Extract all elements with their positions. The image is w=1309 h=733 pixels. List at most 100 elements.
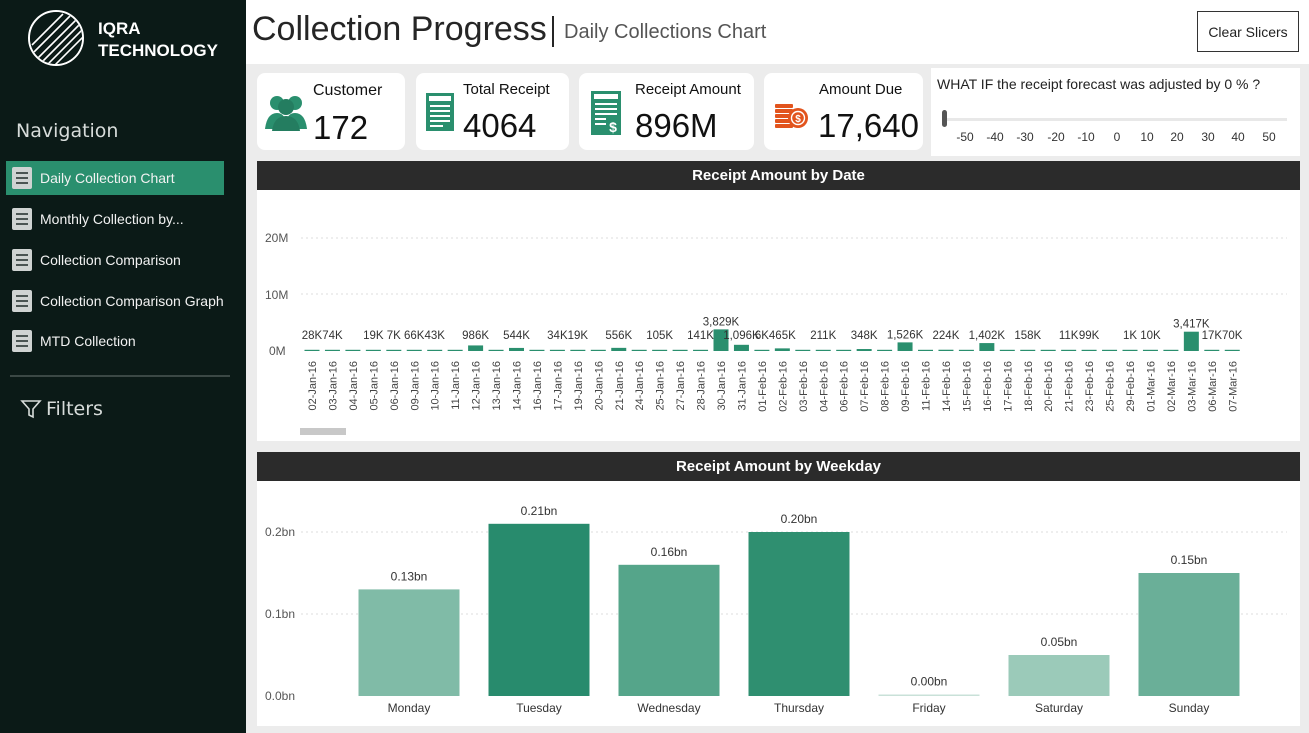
data-label: 0.05bn	[1041, 635, 1078, 649]
date-bar[interactable]	[999, 349, 1015, 351]
date-bar[interactable]	[836, 349, 852, 351]
date-bar[interactable]	[1142, 349, 1158, 351]
data-label: 0.16bn	[651, 545, 688, 559]
date-bar[interactable]	[1122, 349, 1138, 351]
date-bar[interactable]	[304, 349, 320, 351]
nav-item-label: Daily Collection Chart	[40, 170, 175, 186]
date-bar[interactable]	[733, 344, 749, 351]
receipt-by-weekday-panel: Receipt Amount by Weekday 0.2bn 0.1bn 0.…	[257, 452, 1300, 726]
x-tick-label: 15-Feb-16	[961, 361, 973, 412]
data-label: 105K	[646, 330, 673, 342]
x-tick-label: 01-Mar-16	[1145, 361, 1157, 412]
date-bar[interactable]	[1081, 349, 1097, 351]
date-bar[interactable]	[938, 349, 954, 351]
date-bar[interactable]	[815, 349, 831, 351]
date-bar[interactable]	[1040, 349, 1056, 351]
date-bar[interactable]	[1183, 331, 1199, 351]
weekday-bar[interactable]	[748, 532, 850, 696]
date-bar[interactable]	[365, 349, 381, 351]
date-bar[interactable]	[856, 349, 872, 351]
date-bar[interactable]	[345, 349, 361, 351]
y-tick: 0.1bn	[265, 607, 295, 621]
date-bar[interactable]	[406, 349, 422, 351]
date-bar[interactable]	[877, 349, 893, 351]
x-tick-label: Friday	[912, 701, 945, 715]
date-bar[interactable]	[979, 343, 995, 351]
kpi-customer: Customer 172	[257, 73, 405, 150]
date-bar[interactable]	[693, 349, 709, 351]
slider-tick: 20	[1170, 130, 1184, 144]
date-bar[interactable]	[1204, 349, 1220, 351]
date-bar[interactable]	[1163, 349, 1179, 351]
nav-divider	[10, 375, 230, 377]
data-label: 0.00bn	[911, 675, 948, 689]
data-label: 19K	[363, 330, 384, 342]
nav-item-daily-collection-chart[interactable]: Daily Collection Chart	[6, 161, 224, 195]
date-bar[interactable]	[1102, 349, 1118, 351]
page-header: Collection Progress Daily Collections Ch…	[246, 0, 1309, 64]
date-bar[interactable]	[958, 349, 974, 351]
kpi-customer-label: Customer	[313, 82, 383, 99]
date-bar[interactable]	[795, 349, 811, 351]
horizontal-scrollbar[interactable]	[300, 428, 346, 435]
date-bar[interactable]	[672, 349, 688, 351]
list-icon	[12, 208, 32, 230]
data-label: 10K	[1140, 330, 1161, 342]
date-bar[interactable]	[611, 347, 627, 351]
date-bar[interactable]	[1020, 349, 1036, 351]
date-bar[interactable]	[488, 349, 504, 351]
x-tick-label: 17-Feb-16	[1002, 361, 1014, 412]
filter-icon	[20, 400, 42, 419]
weekday-bar[interactable]	[358, 589, 460, 696]
clear-slicers-button[interactable]: Clear Slicers	[1197, 11, 1299, 52]
nav-item-monthly-collection[interactable]: Monthly Collection by...	[6, 202, 224, 236]
nav-item-label: Collection Comparison	[40, 252, 181, 268]
date-bar[interactable]	[1224, 349, 1240, 351]
date-bar[interactable]	[529, 349, 545, 351]
date-bar[interactable]	[386, 349, 402, 351]
date-bar[interactable]	[713, 329, 729, 351]
nav-item-mtd-collection[interactable]: MTD Collection	[6, 324, 224, 358]
weekday-bar[interactable]	[878, 694, 980, 697]
weekday-bar[interactable]	[618, 564, 720, 696]
nav-item-collection-comparison[interactable]: Collection Comparison	[6, 243, 224, 277]
date-bar[interactable]	[774, 348, 790, 351]
date-bar[interactable]	[1061, 349, 1077, 351]
x-tick-label: 25-Jan-16	[655, 361, 667, 411]
date-bar[interactable]	[549, 349, 565, 351]
data-label: 99K	[1079, 330, 1100, 342]
data-label: 1,402K	[969, 330, 1006, 342]
x-tick-label: 06-Mar-16	[1207, 361, 1219, 412]
x-tick-label: 14-Jan-16	[512, 361, 524, 411]
whatif-slicer: WHAT IF the receipt forecast was adjuste…	[931, 68, 1300, 156]
date-bar[interactable]	[324, 349, 340, 351]
date-bar[interactable]	[427, 349, 443, 351]
date-bar[interactable]	[447, 349, 463, 351]
date-bar[interactable]	[652, 349, 668, 351]
x-tick-label: 06-Feb-16	[839, 361, 851, 412]
x-tick-label: 29-Feb-16	[1125, 361, 1137, 412]
weekday-bar[interactable]	[488, 523, 590, 696]
date-bar[interactable]	[918, 349, 933, 351]
x-tick-label: 13-Jan-16	[491, 361, 503, 411]
date-bar[interactable]	[631, 349, 647, 351]
date-bar[interactable]	[468, 345, 484, 351]
whatif-slider-track[interactable]	[943, 118, 1287, 121]
nav-item-collection-comparison-graph[interactable]: Collection Comparison Graph	[6, 284, 224, 318]
weekday-bar[interactable]	[1138, 573, 1240, 696]
weekday-bar[interactable]	[1008, 655, 1110, 696]
data-label: 3,829K	[703, 316, 740, 328]
slider-tick: -30	[1016, 130, 1034, 144]
date-bar[interactable]	[570, 349, 586, 351]
filters-button[interactable]: Filters	[20, 398, 103, 420]
kpi-receipt-amount-value: 896M	[635, 107, 718, 144]
date-bar[interactable]	[897, 342, 913, 351]
x-tick-label: Wednesday	[637, 701, 700, 715]
x-tick-label: 04-Feb-16	[818, 361, 830, 412]
date-bar[interactable]	[754, 349, 770, 351]
date-bar[interactable]	[509, 347, 524, 351]
date-bar[interactable]	[590, 349, 606, 351]
data-label: 66K	[404, 330, 425, 342]
data-label: 19K	[568, 330, 589, 342]
whatif-slider-thumb[interactable]	[942, 110, 947, 127]
